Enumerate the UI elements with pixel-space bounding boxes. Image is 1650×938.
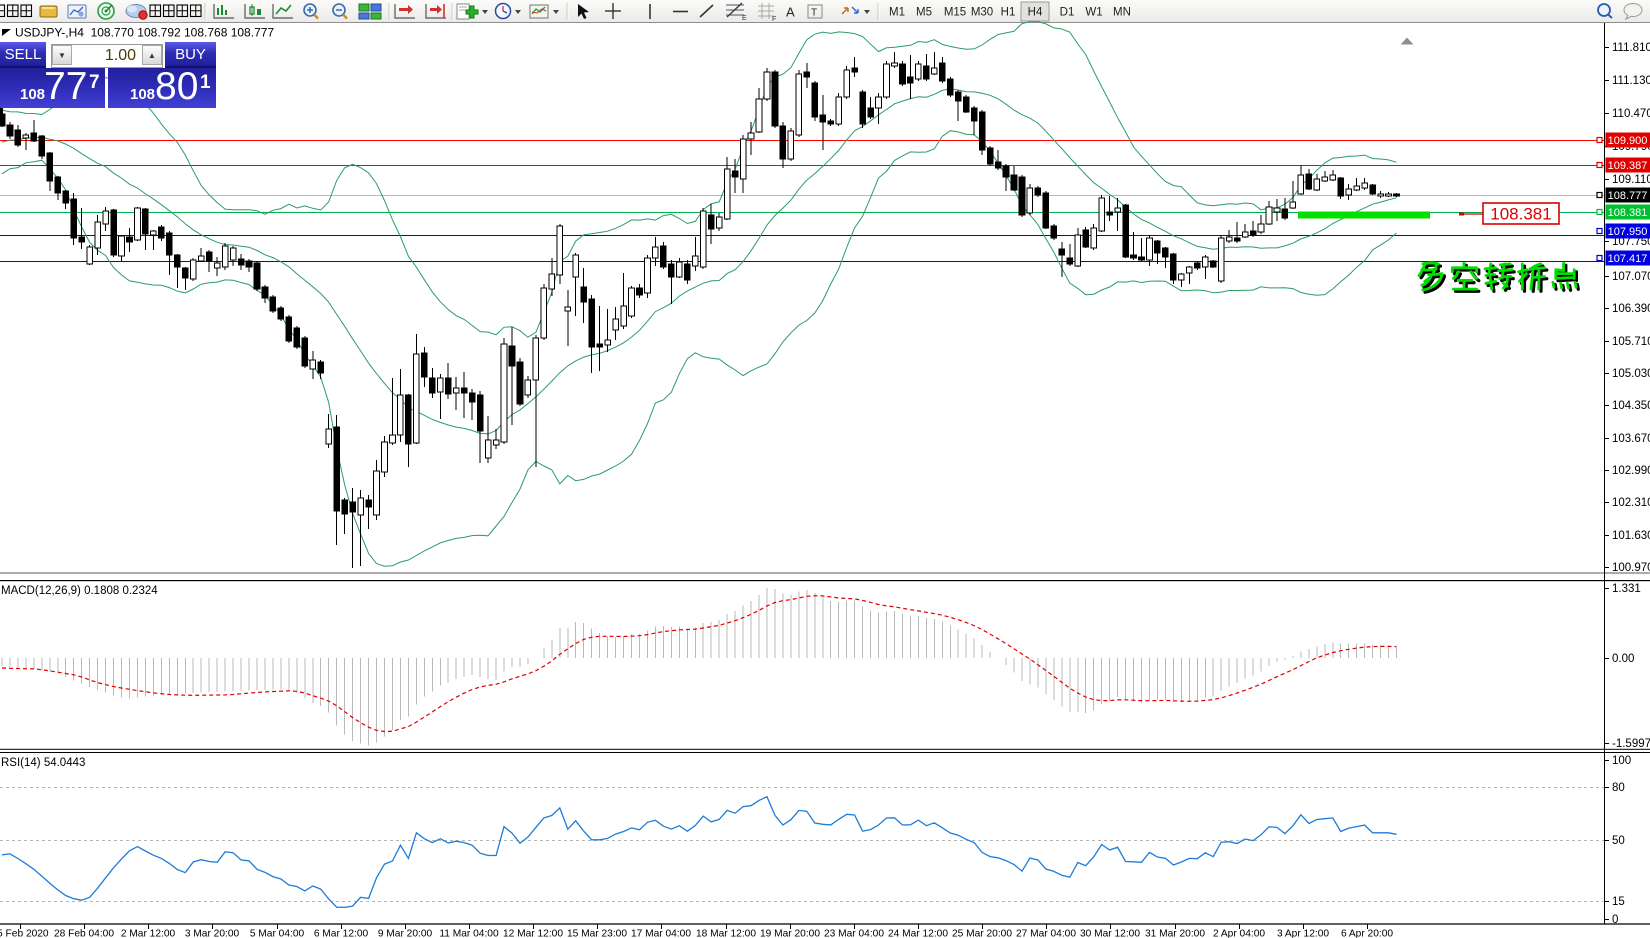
svg-text:1.331: 1.331 <box>1612 583 1641 595</box>
svg-text:H1: H1 <box>1001 7 1016 19</box>
svg-text:MN: MN <box>1113 7 1131 19</box>
svg-text:0.00: 0.00 <box>1612 653 1634 665</box>
svg-text:107.070: 107.070 <box>1612 271 1650 283</box>
svg-text:110.470: 110.470 <box>1612 108 1650 120</box>
svg-text:3 Apr 12:00: 3 Apr 12:00 <box>1277 929 1329 938</box>
svg-text:E: E <box>742 15 747 22</box>
svg-text:109.387: 109.387 <box>1608 160 1648 172</box>
svg-text:108.381: 108.381 <box>1608 207 1648 219</box>
svg-text:28 Feb 04:00: 28 Feb 04:00 <box>54 929 114 938</box>
svg-text:9 Mar 20:00: 9 Mar 20:00 <box>378 929 433 938</box>
svg-text:109.900: 109.900 <box>1608 135 1648 147</box>
svg-text:M15: M15 <box>944 7 966 19</box>
svg-text:105.710: 105.710 <box>1612 336 1650 348</box>
svg-text:2 Apr 04:00: 2 Apr 04:00 <box>1213 929 1265 938</box>
svg-text:23 Mar 04:00: 23 Mar 04:00 <box>824 929 884 938</box>
svg-text:106.390: 106.390 <box>1612 303 1650 315</box>
svg-text:W1: W1 <box>1085 7 1102 19</box>
svg-text:3 Mar 20:00: 3 Mar 20:00 <box>185 929 240 938</box>
svg-text:102.310: 102.310 <box>1612 497 1650 509</box>
svg-text:M1: M1 <box>889 7 905 19</box>
svg-text:108.777: 108.777 <box>1608 190 1648 202</box>
svg-text:101.630: 101.630 <box>1612 530 1650 542</box>
svg-text:100.970: 100.970 <box>1612 562 1650 574</box>
svg-text:6 Apr 20:00: 6 Apr 20:00 <box>1341 929 1393 938</box>
svg-text:RSI(14) 54.0443: RSI(14) 54.0443 <box>1 757 85 769</box>
svg-text:18 Mar 12:00: 18 Mar 12:00 <box>696 929 756 938</box>
svg-text:31 Mar 20:00: 31 Mar 20:00 <box>1145 929 1205 938</box>
svg-text:12 Mar 12:00: 12 Mar 12:00 <box>503 929 563 938</box>
svg-text:27 Mar 04:00: 27 Mar 04:00 <box>1016 929 1076 938</box>
svg-text:25 Feb 2020: 25 Feb 2020 <box>0 929 49 938</box>
svg-text:104.350: 104.350 <box>1612 400 1650 412</box>
svg-text:MACD(12,26,9) 0.1808 0.2324: MACD(12,26,9) 0.1808 0.2324 <box>1 585 158 597</box>
svg-text:17 Mar 04:00: 17 Mar 04:00 <box>631 929 691 938</box>
svg-text:D1: D1 <box>1060 7 1075 19</box>
svg-text:19 Mar 20:00: 19 Mar 20:00 <box>760 929 820 938</box>
svg-text:103.670: 103.670 <box>1612 433 1650 445</box>
svg-text:108.381: 108.381 <box>1490 205 1551 224</box>
svg-text:24 Mar 12:00: 24 Mar 12:00 <box>888 929 948 938</box>
svg-text:T: T <box>811 8 817 19</box>
svg-text:11 Mar 04:00: 11 Mar 04:00 <box>439 929 499 938</box>
svg-text:25 Mar 20:00: 25 Mar 20:00 <box>952 929 1012 938</box>
svg-text:H4: H4 <box>1028 7 1043 19</box>
svg-text:107.950: 107.950 <box>1608 226 1648 238</box>
svg-text:30 Mar 12:00: 30 Mar 12:00 <box>1080 929 1140 938</box>
svg-text:100: 100 <box>1612 755 1631 767</box>
svg-text:M30: M30 <box>971 7 993 19</box>
svg-text:15: 15 <box>1612 896 1625 908</box>
svg-text:107.417: 107.417 <box>1608 253 1648 265</box>
svg-text:105.030: 105.030 <box>1612 368 1650 380</box>
svg-text:5 Mar 04:00: 5 Mar 04:00 <box>250 929 305 938</box>
svg-text:6 Mar 12:00: 6 Mar 12:00 <box>314 929 369 938</box>
svg-text:80: 80 <box>1612 782 1625 794</box>
svg-text:111.130: 111.130 <box>1612 75 1650 87</box>
svg-text:102.990: 102.990 <box>1612 465 1650 477</box>
svg-text:-1.5997: -1.5997 <box>1612 738 1650 750</box>
svg-text:2 Mar 12:00: 2 Mar 12:00 <box>121 929 176 938</box>
svg-text:111.810: 111.810 <box>1612 42 1650 54</box>
svg-text:M5: M5 <box>916 7 932 19</box>
svg-text:F: F <box>772 16 776 23</box>
svg-text:109.110: 109.110 <box>1612 174 1650 186</box>
svg-text:A: A <box>786 5 795 20</box>
svg-text:USDJPY-,H4 108.770 108.792 10: USDJPY-,H4 108.770 108.792 108.768 108.7… <box>15 26 274 40</box>
svg-text:50: 50 <box>1612 835 1625 847</box>
svg-text:0: 0 <box>1612 914 1618 926</box>
svg-text:107.750: 107.750 <box>1612 236 1650 248</box>
svg-text:15 Mar 23:00: 15 Mar 23:00 <box>567 929 627 938</box>
